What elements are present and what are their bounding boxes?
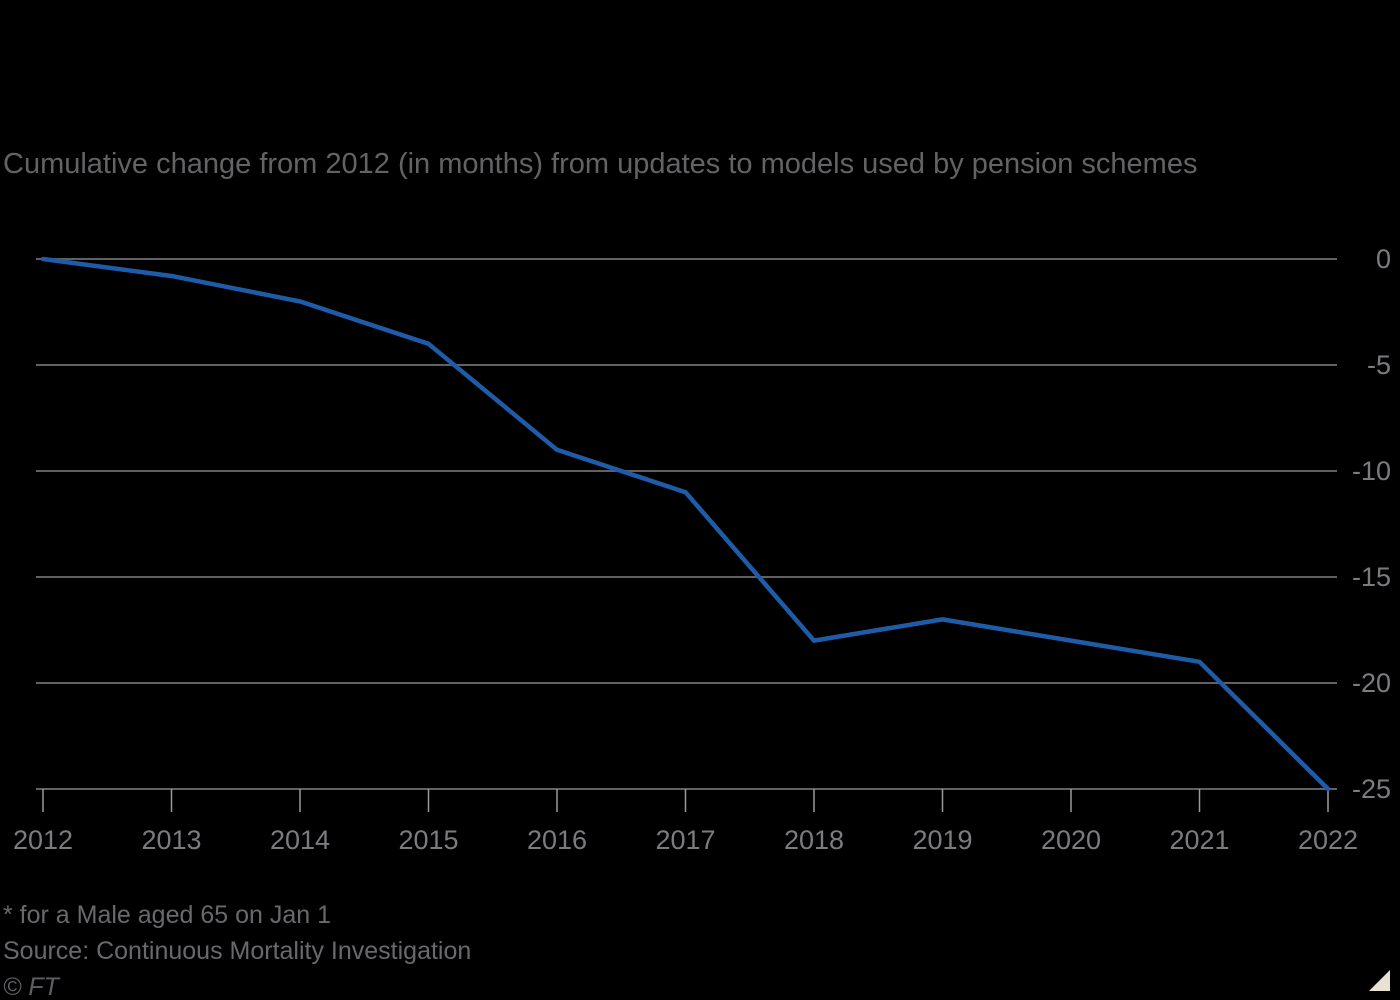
x-axis-label: 2015 [398, 825, 458, 855]
x-axis-label: 2022 [1298, 825, 1358, 855]
x-axis-label: 2013 [141, 825, 201, 855]
x-axis-label: 2012 [13, 825, 73, 855]
source-line: Source: Continuous Mortality Investigati… [3, 937, 472, 965]
chart-title: Cumulative change from 2012 (in months) … [3, 148, 1198, 180]
y-axis-label: -25 [1352, 774, 1391, 804]
y-axis-label: -15 [1352, 562, 1391, 592]
x-axis-label: 2020 [1041, 825, 1101, 855]
x-axis-label: 2018 [784, 825, 844, 855]
y-axis-label: -5 [1367, 350, 1391, 380]
data-line [40, 256, 1331, 792]
y-axis-label: -20 [1352, 668, 1391, 698]
footnote: * for a Male aged 65 on Jan 1 [3, 901, 332, 929]
corner-triangle-icon [1369, 970, 1390, 991]
x-axis-label: 2016 [527, 825, 587, 855]
x-axis-label: 2014 [270, 825, 330, 855]
ft-credit: © FT [3, 973, 59, 1000]
x-axis-label: 2021 [1169, 825, 1229, 855]
x-axis-label: 2019 [912, 825, 972, 855]
chart-footer: * for a Male aged 65 on Jan 1 Source: Co… [3, 897, 471, 1000]
y-axis-label: 0 [1376, 244, 1391, 274]
x-axis-label: 2017 [655, 825, 715, 855]
y-axis-label: -10 [1352, 456, 1391, 486]
